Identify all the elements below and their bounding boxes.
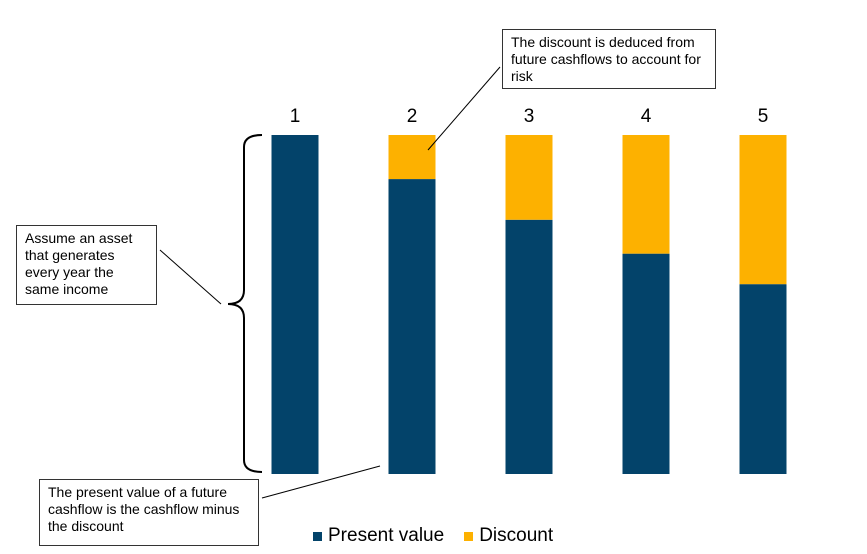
- category-label-2: 2: [407, 106, 418, 127]
- bar-present-value-1: [271, 135, 319, 474]
- bar-discount-4: [622, 135, 670, 254]
- chart-legend: Present value Discount: [313, 525, 573, 547]
- legend-label-present-value: Present value: [328, 525, 445, 546]
- legend-item-present-value: Present value: [313, 525, 444, 547]
- bar-present-value-5: [739, 284, 787, 474]
- category-label-5: 5: [758, 106, 769, 127]
- curly-brace: [227, 134, 263, 473]
- legend-label-discount: Discount: [479, 525, 554, 546]
- category-labels: 1 2 3 4 5: [290, 106, 769, 127]
- legend-swatch-present-value: [313, 531, 322, 541]
- category-label-3: 3: [524, 106, 535, 127]
- legend-swatch-discount: [464, 531, 474, 541]
- present-value-callout-leader: [261, 465, 381, 499]
- asset-callout: Assume an asset that generates every yea…: [16, 225, 157, 305]
- category-label-4: 4: [641, 106, 652, 127]
- discount-callout: The discount is deduced from future cash…: [502, 29, 716, 89]
- legend-item-discount: Discount: [464, 525, 553, 547]
- bar-present-value-3: [505, 219, 553, 474]
- present-value-callout: The present value of a future cashflow i…: [39, 479, 259, 546]
- category-label-1: 1: [290, 106, 301, 127]
- bars-layer: [271, 135, 787, 474]
- discount-callout-leader: [427, 66, 501, 151]
- bar-present-value-2: [388, 179, 436, 474]
- asset-callout-leader: [159, 249, 222, 305]
- bar-discount-5: [739, 135, 787, 285]
- bar-discount-2: [388, 135, 436, 180]
- bar-discount-3: [505, 135, 553, 220]
- bar-present-value-4: [622, 253, 670, 474]
